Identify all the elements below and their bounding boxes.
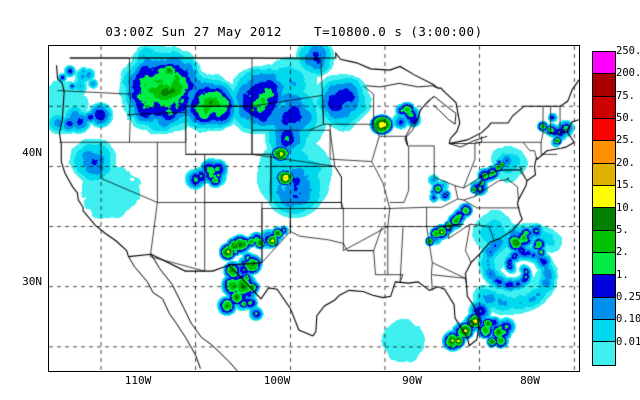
colorbar bbox=[592, 51, 616, 366]
colorbar-swatch bbox=[593, 74, 615, 97]
colorbar-tick-label: 50. bbox=[616, 112, 635, 125]
colorbar-swatch bbox=[593, 119, 615, 142]
lat-tick-label: 30N bbox=[22, 275, 42, 288]
colorbar-swatch bbox=[593, 230, 615, 254]
colorbar-tick-label: 2. bbox=[616, 246, 629, 259]
colorbar-swatch bbox=[593, 275, 615, 298]
lat-tick-label: 40N bbox=[22, 146, 42, 159]
lon-tick-label: 100W bbox=[263, 374, 291, 387]
lon-tick-label: 80W bbox=[520, 374, 540, 387]
colorbar-tick-label: 1. bbox=[616, 268, 629, 281]
lon-tick-label: 110W bbox=[124, 374, 152, 387]
colorbar-swatch bbox=[593, 96, 615, 120]
colorbar-swatch bbox=[593, 342, 615, 365]
colorbar-tick-label: 75. bbox=[616, 89, 635, 102]
lon-tick-label: 90W bbox=[402, 374, 422, 387]
colorbar-swatch bbox=[593, 141, 615, 164]
colorbar-swatch bbox=[593, 320, 615, 343]
colorbar-swatch bbox=[593, 163, 615, 187]
colorbar-tick-label: 15. bbox=[616, 179, 635, 192]
colorbar-tick-label: 250. bbox=[616, 45, 640, 57]
colorbar-tick-label: 10. bbox=[616, 201, 635, 214]
map-panel bbox=[48, 45, 580, 372]
colorbar-tick-label: 0.10 bbox=[616, 313, 640, 326]
colorbar-swatch bbox=[593, 208, 615, 231]
colorbar-tick-label: 200. bbox=[616, 67, 640, 80]
colorbar-tick-label: 0.25 bbox=[616, 290, 640, 303]
colorbar-swatch bbox=[593, 297, 615, 321]
colorbar-tick-label: 25. bbox=[616, 134, 635, 147]
colorbar-swatch bbox=[593, 52, 615, 75]
figure-title: 03:00Z Sun 27 May 2012 T=10800.0 s (3:00… bbox=[105, 24, 483, 39]
colorbar-swatch bbox=[593, 253, 615, 276]
colorbar-swatch bbox=[593, 186, 615, 209]
colorbar-labels: 250. 200. 75. 50. 25. 20. 15. 10. 5. 2. 1. 0.25 0.10… bbox=[616, 45, 640, 370]
precipitation-map-canvas bbox=[49, 46, 579, 371]
colorbar-tick-label: 5. bbox=[616, 223, 629, 236]
colorbar-tick-label: 0.01 bbox=[616, 335, 640, 348]
colorbar-tick-label: 20. bbox=[616, 156, 635, 169]
